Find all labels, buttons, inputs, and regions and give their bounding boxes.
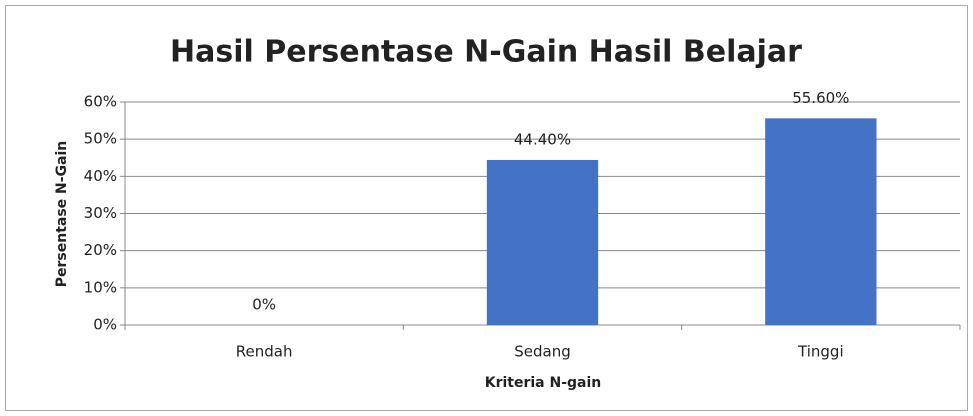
data-label: 44.40% — [514, 130, 571, 148]
y-tick-label: 50% — [84, 130, 117, 148]
x-axis-label: Kriteria N-gain — [485, 375, 602, 391]
y-tick-label: 40% — [84, 167, 117, 185]
y-tick-label: 60% — [84, 93, 117, 111]
chart-title: Hasil Persentase N-Gain Hasil Belajar — [170, 35, 802, 70]
y-axis-label: Persentase N-Gain — [54, 141, 70, 288]
x-tick-label: Rendah — [236, 343, 293, 361]
x-tick-label: Sedang — [514, 343, 571, 361]
x-tick-label: Tinggi — [797, 343, 844, 361]
bar — [486, 159, 599, 325]
data-label: 0% — [252, 296, 276, 314]
y-tick-label: 10% — [84, 278, 117, 296]
data-label: 55.60% — [792, 89, 849, 107]
y-tick-label: 30% — [84, 204, 117, 222]
y-tick-label: 0% — [93, 316, 117, 334]
bar — [765, 118, 877, 325]
y-tick-label: 20% — [84, 241, 117, 259]
